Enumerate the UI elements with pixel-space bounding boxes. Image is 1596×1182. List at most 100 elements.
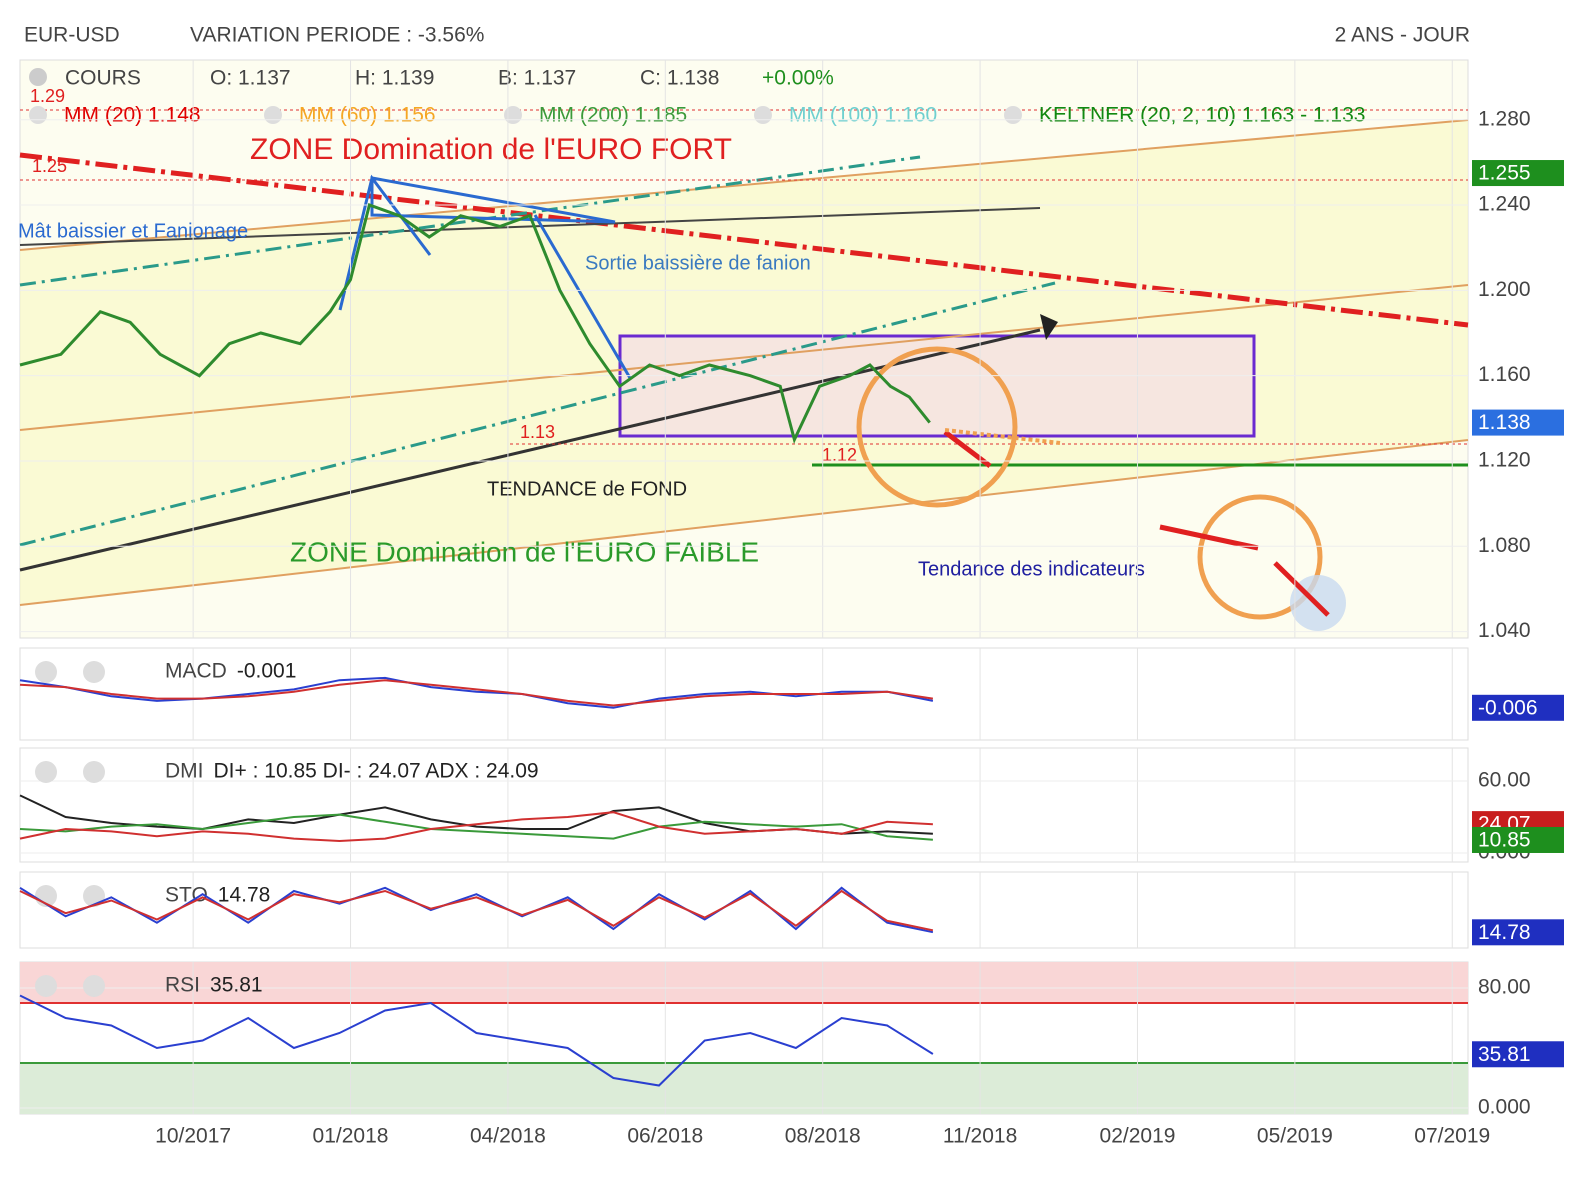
level-label: 1.12	[822, 445, 857, 465]
y-tick-label: 1.040	[1478, 619, 1531, 642]
trend-line	[19, 281, 1056, 547]
gear-icon[interactable]	[754, 106, 772, 124]
gear-icon[interactable]	[83, 761, 105, 783]
arrow	[943, 430, 992, 468]
price-flag	[1472, 919, 1564, 946]
panel-frame	[19, 871, 1469, 949]
quote: COURS	[65, 67, 141, 90]
price-flag-label: 14.78	[1478, 921, 1531, 944]
price-flag	[1472, 826, 1564, 853]
overbought-zone	[20, 962, 1468, 1003]
price-flag	[1472, 694, 1564, 721]
panel-dmi: 60.000.000DMIDI+ : 10.85 DI- : 24.07 ADX…	[19, 747, 1564, 864]
x-tick-label: 07/2019	[1414, 1125, 1490, 1148]
y-tick-label: 1.280	[1478, 107, 1531, 130]
trend-line	[19, 155, 921, 287]
annotation: ZONE Domination de l'EURO FORT	[250, 133, 732, 166]
indicator-reading: 35.81	[210, 974, 263, 997]
indicator-legend: KELTNER (20, 2, 10) 1.163 - 1.133	[1039, 104, 1365, 127]
arrow	[944, 428, 1061, 445]
price-flag-label: 35.81	[1478, 1043, 1531, 1066]
gear-icon[interactable]	[83, 661, 105, 683]
annotation: Tendance des indicateurs	[918, 558, 1145, 580]
annotation: Mât baissier et Fanionage	[18, 220, 248, 242]
variation: VARIATION PERIODE : -3.56%	[190, 24, 484, 47]
level-label: 1.13	[520, 422, 555, 442]
gear-icon[interactable]	[83, 975, 105, 997]
annotation: Sortie baissière de fanion	[585, 252, 811, 274]
indicator-legend: MM (200) 1.185	[539, 104, 687, 127]
series-line	[19, 994, 934, 1087]
range-box	[618, 334, 1256, 438]
series-line	[19, 813, 933, 841]
y-tick-label: 60.00	[1478, 769, 1531, 792]
y-tick-label: 1.120	[1478, 449, 1531, 472]
indicator-title: DMI	[165, 760, 204, 783]
indicator-legend: MM (20) 1.148	[64, 104, 201, 127]
period: 2 ANS - JOUR	[1335, 24, 1470, 47]
flag	[370, 176, 616, 224]
y-tick-label: 1.080	[1478, 534, 1531, 557]
y-tick-label: 1.240	[1478, 193, 1531, 216]
resistance-line	[19, 152, 1469, 328]
panel-price: 1.280 1.240 1.200 1.160 1.120 1.080 1.040 1.255…	[19, 60, 1564, 642]
price-flag-label: 1.255	[1478, 162, 1531, 185]
price-flag	[1472, 160, 1564, 187]
y-tick-label: 0.000	[1478, 1096, 1531, 1119]
x-tick-label: 06/2018	[627, 1125, 703, 1148]
close-icon[interactable]	[35, 661, 57, 683]
price-flag	[1472, 409, 1564, 436]
x-tick-label: 05/2019	[1257, 1125, 1333, 1148]
level-label: 1.29	[30, 86, 65, 106]
price-flag-label: -0.006	[1478, 696, 1538, 719]
arrow	[1273, 561, 1330, 617]
gear-icon[interactable]	[504, 106, 522, 124]
gear-icon[interactable]	[29, 106, 47, 124]
trend-line	[19, 207, 1041, 246]
close-icon[interactable]	[35, 761, 57, 783]
y-tick-label: 1.160	[1478, 363, 1531, 386]
indicator-title: RSI	[165, 974, 200, 997]
price-flag-label: 1.138	[1478, 411, 1531, 434]
panel-rsi: 10/2017 01/2018 04/2018 06/2018 08/2018 11/20…	[19, 961, 1564, 1148]
close-icon[interactable]	[35, 975, 57, 997]
gear-icon[interactable]	[29, 68, 47, 86]
annotation: TENDANCE de FOND	[487, 478, 687, 500]
panel-macd: MACD -0.001 -0.006	[19, 647, 1564, 741]
series-line	[19, 679, 934, 707]
x-tick-label: 04/2018	[470, 1125, 546, 1148]
quote: C: 1.138	[640, 67, 719, 90]
series-line	[19, 811, 933, 843]
highlight	[856, 346, 1018, 508]
trend-line	[19, 439, 1469, 606]
arrow	[533, 214, 632, 379]
x-tick-label: 01/2018	[313, 1125, 389, 1148]
annotation: ZONE Domination de l'EURO FAIBLE	[290, 536, 759, 567]
indicator-title: MACD	[165, 660, 227, 683]
series-line	[19, 203, 931, 444]
arrow	[1159, 524, 1259, 551]
gear-icon[interactable]	[264, 106, 282, 124]
trend-line	[19, 119, 1469, 251]
quote: B: 1.137	[498, 67, 576, 90]
x-tick-label: 08/2018	[785, 1125, 861, 1148]
price-flag	[1472, 1041, 1564, 1068]
highlight	[1197, 494, 1323, 620]
quote: H: 1.139	[355, 67, 434, 90]
indicator-reading: 14.78	[218, 884, 271, 907]
x-tick-label: 02/2019	[1100, 1125, 1176, 1148]
x-tick-label: 11/2018	[943, 1125, 1017, 1148]
gear-icon[interactable]	[1004, 106, 1022, 124]
trend-line	[19, 284, 1469, 431]
x-tick-label: 10/2017	[155, 1125, 231, 1148]
symbol: EUR-USD	[24, 24, 120, 47]
indicator-legend: MM (60) 1.156	[299, 104, 436, 127]
oversold-zone	[20, 1062, 1468, 1114]
arrow	[1040, 314, 1058, 340]
indicator-reading: DI+ : 10.85 DI- : 24.07 ADX : 24.09	[214, 760, 539, 783]
level-label: 1.25	[32, 156, 67, 176]
indicator-reading: -0.001	[237, 660, 297, 683]
price-flag-label: 10.85	[1478, 829, 1531, 852]
